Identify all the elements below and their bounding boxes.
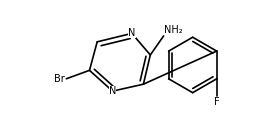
Text: NH₂: NH₂ [164,25,183,35]
Text: N: N [128,28,135,38]
Text: F: F [214,97,220,107]
Text: Br: Br [54,74,65,84]
Text: N: N [109,86,116,96]
